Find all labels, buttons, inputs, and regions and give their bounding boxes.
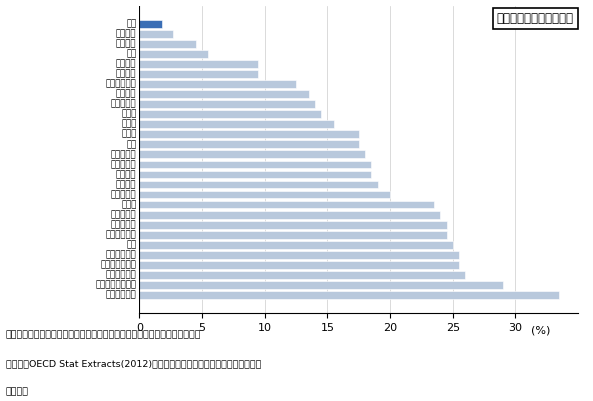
Bar [139, 291, 559, 299]
Text: による。: による。 [6, 387, 29, 396]
Bar [139, 180, 378, 188]
Bar [139, 70, 259, 78]
Text: 【大学型高等教育機関】: 【大学型高等教育機関】 [497, 12, 574, 25]
Bar [139, 170, 371, 178]
Bar [139, 110, 321, 118]
Bar [139, 190, 390, 198]
Bar [139, 271, 466, 279]
Bar [139, 80, 296, 88]
Bar [139, 90, 308, 98]
Bar [139, 120, 334, 128]
Bar [139, 251, 459, 259]
Bar [139, 50, 208, 58]
Bar [139, 281, 503, 289]
Text: （資料）文部科学省資料「社会人の学び直しに関する現状等について」　元: （資料）文部科学省資料「社会人の学び直しに関する現状等について」 元 [6, 331, 202, 340]
Text: (%): (%) [531, 325, 550, 335]
Bar [139, 100, 315, 108]
Bar [139, 20, 162, 28]
Bar [139, 30, 173, 38]
Bar [139, 231, 447, 239]
Bar [139, 130, 359, 138]
Bar [139, 211, 440, 219]
Bar [139, 40, 196, 48]
Bar [139, 200, 434, 209]
Text: データはOECD Stat Extracts(2012)、「学校教育調査」および文部科学省調査: データはOECD Stat Extracts(2012)、「学校教育調査」および… [6, 359, 262, 368]
Bar [139, 160, 371, 168]
Bar [139, 241, 453, 249]
Bar [139, 150, 365, 158]
Bar [139, 261, 459, 269]
Bar [139, 60, 259, 68]
Bar [139, 140, 359, 148]
Bar [139, 221, 447, 229]
